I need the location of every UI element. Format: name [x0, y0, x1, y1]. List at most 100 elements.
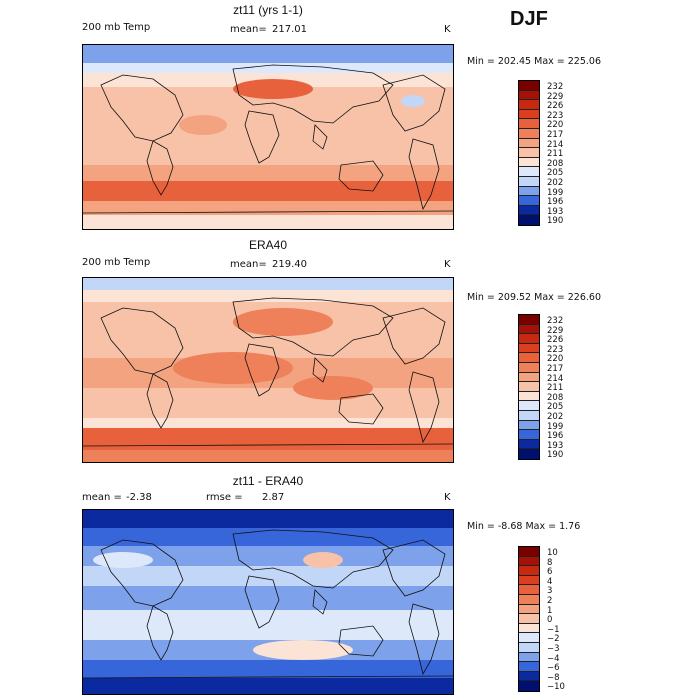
coastline [312, 589, 328, 615]
colorbar-tick-label: 217 [547, 130, 564, 140]
colorbar-swatch [519, 681, 539, 691]
panel1-mean-value: 217.01 [272, 24, 307, 35]
colorbar-swatch [519, 391, 539, 402]
panel3-mean-value: -2.38 [126, 492, 152, 503]
colorbar-tick-label: −3 [547, 644, 560, 654]
colorbar-tick-label: 8 [547, 557, 553, 568]
colorbar-tick-label: 232 [547, 82, 564, 92]
colorbar-swatch [519, 410, 539, 421]
colorbar-swatch [519, 176, 539, 187]
colorbar-swatch [519, 372, 539, 383]
colorbar-tick-label: 196 [547, 197, 564, 208]
field-band [83, 165, 453, 181]
coastline [244, 575, 280, 629]
colorbar-tick-label: 208 [547, 158, 564, 169]
colorbar-swatch [519, 315, 539, 325]
coastline [408, 603, 440, 676]
colorbar-tick-label: 223 [547, 110, 564, 121]
colorbar-swatch [519, 547, 539, 557]
panel3-rmse-label: rmse = [206, 492, 243, 503]
field-band [83, 181, 453, 201]
colorbar-tick-label: 190 [547, 216, 564, 227]
coastline [408, 371, 440, 444]
colorbar-swatch [519, 128, 539, 139]
panel2-colorbar [518, 314, 540, 460]
coastline [100, 74, 184, 142]
colorbar-tick-label: 199 [547, 187, 564, 198]
coastline [146, 373, 174, 429]
coastline [338, 393, 384, 425]
field-band [83, 278, 453, 290]
coastline [83, 210, 453, 214]
colorbar-tick-label: 220 [547, 120, 564, 131]
panel1-units: K [444, 24, 451, 35]
field-band [83, 660, 453, 678]
coastline [83, 675, 453, 679]
colorbar-tick-label: 211 [547, 383, 564, 394]
colorbar-tick-label: 4 [547, 576, 553, 587]
colorbar-tick-label: 3 [547, 586, 553, 597]
colorbar-swatch [519, 90, 539, 101]
colorbar-swatch [519, 334, 539, 344]
colorbar-tick-label: 202 [547, 412, 564, 422]
coastline [232, 529, 394, 589]
coastline [338, 625, 384, 657]
field-band [83, 215, 453, 229]
colorbar-tick-label: 211 [547, 149, 564, 160]
colorbar-swatch [519, 401, 539, 411]
colorbar-swatch [519, 215, 539, 225]
panel2-minmax: Min = 209.52 Max = 226.60 [467, 292, 601, 303]
panel1-variable: 200 mb Temp [82, 22, 151, 33]
panel3-mean-label: mean = [82, 492, 122, 503]
field-band [83, 63, 453, 73]
panel1-field [83, 45, 453, 229]
colorbar-swatch [519, 585, 539, 595]
coastline [312, 124, 328, 150]
panel1-map [82, 44, 454, 230]
colorbar-tick-label: 2 [547, 596, 553, 606]
field-contour [173, 352, 293, 384]
coastline [244, 110, 280, 164]
field-band [83, 418, 453, 428]
panel3-title: zt11 - ERA40 [232, 474, 304, 488]
colorbar-swatch [519, 652, 539, 663]
colorbar-swatch [519, 439, 539, 450]
colorbar-swatch [519, 633, 539, 643]
colorbar-swatch [519, 604, 539, 615]
colorbar-tick-label: 220 [547, 354, 564, 365]
colorbar-tick-label: 205 [547, 168, 564, 179]
colorbar-tick-label: 6 [547, 567, 553, 578]
panel3-units: K [444, 492, 451, 503]
field-contour [233, 308, 333, 336]
field-contour [303, 552, 343, 568]
colorbar-swatch [519, 430, 539, 440]
colorbar-swatch [519, 148, 539, 158]
field-band [83, 610, 453, 640]
coastline [312, 357, 328, 383]
colorbar-tick-label: 193 [547, 206, 564, 217]
field-band [83, 45, 453, 63]
colorbar-tick-label: −2 [547, 634, 560, 645]
field-band [83, 290, 453, 302]
colorbar-swatch [519, 449, 539, 459]
panel2-mean-label: mean= [230, 259, 267, 270]
coastline [408, 138, 440, 211]
colorbar-swatch [519, 556, 539, 567]
colorbar-tick-label: 229 [547, 325, 564, 336]
colorbar-tick-label: 0 [547, 615, 553, 626]
field-band [83, 428, 453, 450]
colorbar-swatch [519, 205, 539, 216]
panel2-field [83, 278, 453, 462]
panel2-title: ERA40 [248, 238, 288, 252]
colorbar-swatch [519, 343, 539, 354]
panel3-field [83, 510, 453, 694]
panel1-minmax: Min = 202.45 Max = 225.06 [467, 56, 601, 67]
panel2-variable: 200 mb Temp [82, 257, 151, 268]
colorbar-swatch [519, 566, 539, 576]
coastline [382, 539, 446, 597]
field-contour [233, 79, 313, 99]
colorbar-swatch [519, 138, 539, 149]
colorbar-swatch [519, 167, 539, 177]
coastline [338, 160, 384, 192]
colorbar-tick-label: 202 [547, 178, 564, 188]
